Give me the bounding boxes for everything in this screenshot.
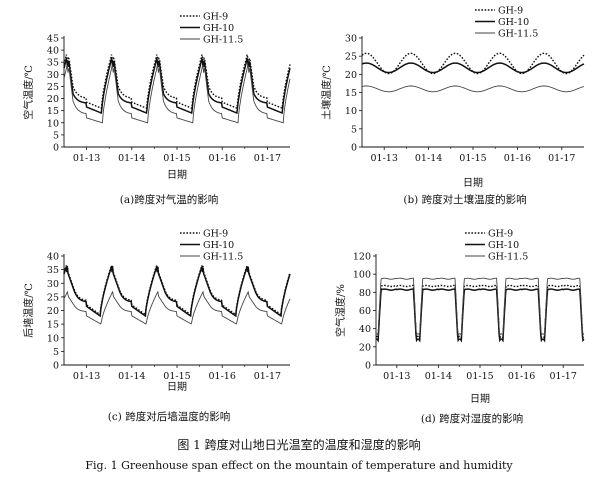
- y-tick-label: 10: [345, 106, 357, 117]
- series-line-gh-11-5: [361, 85, 585, 93]
- y-tick-label: 40: [359, 324, 371, 335]
- x-tick-label: 01-16: [504, 153, 531, 164]
- y-axis-title: 土壤温度/℃: [320, 65, 333, 120]
- figure-caption-chinese: 图 1 跨度对山地日光温室的温度和湿度的影响: [177, 438, 421, 452]
- y-tick-label: 40: [47, 252, 59, 263]
- legend-label: GH-9: [203, 229, 228, 240]
- y-tick-label: 40: [47, 46, 59, 57]
- y-tick-label: 30: [345, 34, 357, 45]
- x-axis-title: 日期: [470, 393, 490, 405]
- y-tick-label: 15: [47, 320, 59, 331]
- x-tick-label: 01-13: [73, 371, 100, 382]
- y-tick-label: 20: [345, 70, 357, 81]
- x-tick-label: 01-16: [508, 371, 535, 382]
- x-axis-title: 日期: [167, 169, 187, 181]
- x-tick-label: 01-15: [163, 153, 190, 164]
- y-tick-label: 0: [53, 143, 59, 154]
- x-tick-label: 01-14: [118, 371, 145, 382]
- chart-panel-b: 0 5 10 15 20 25 30 01-13 01-14 01-15 01-16 01-17 土壤温…: [320, 6, 585, 206]
- x-tick-label: 01-15: [459, 153, 486, 164]
- panel-caption: (b) 跨度对土壤温度的影响: [403, 193, 526, 206]
- series-line-gh-11-5: [63, 65, 291, 124]
- y-tick-label: 20: [359, 342, 371, 353]
- y-tick-label: 30: [47, 279, 59, 290]
- legend-label: GH-10: [498, 17, 529, 28]
- series-line-gh-9: [361, 52, 585, 75]
- legend-label: GH-11.5: [203, 252, 243, 263]
- y-tick-label: 25: [47, 292, 59, 303]
- x-tick-label: 01-13: [383, 371, 410, 382]
- y-tick-label: 25: [47, 82, 59, 93]
- y-tick-label: 20: [47, 306, 59, 317]
- x-tick-label: 01-16: [209, 153, 236, 164]
- legend-label: GH-11.5: [488, 252, 528, 263]
- series-line-gh-10: [63, 266, 291, 318]
- series-line-gh-9: [63, 54, 291, 110]
- y-tick-label: 35: [47, 265, 59, 276]
- y-axis-title: 空气湿度/%: [334, 284, 347, 337]
- x-tick-label: 01-17: [254, 371, 281, 382]
- legend-label: GH-11.5: [203, 35, 243, 46]
- y-tick-label: 0: [53, 361, 59, 372]
- x-tick-label: 01-16: [209, 371, 236, 382]
- y-tick-label: 15: [47, 106, 59, 117]
- y-tick-label: 30: [47, 70, 59, 81]
- y-tick-label: 15: [345, 88, 357, 99]
- y-tick-label: 45: [47, 34, 59, 45]
- legend-label: GH-10: [203, 240, 234, 251]
- x-tick-label: 01-17: [550, 371, 577, 382]
- panel-caption: (c) 跨度对后墙温度的影响: [108, 410, 230, 423]
- x-tick-label: 01-17: [548, 153, 575, 164]
- legend-label: GH-11.5: [498, 29, 538, 40]
- y-tick-label: 0: [365, 361, 371, 372]
- y-axis-title: 空气温度/℃: [22, 65, 35, 120]
- y-tick-label: 35: [47, 58, 59, 69]
- y-axis-title: 后墙温度/℃: [22, 283, 35, 338]
- x-tick-label: 01-17: [254, 153, 281, 164]
- x-axis-title: 日期: [167, 381, 187, 393]
- x-tick-label: 01-13: [73, 153, 100, 164]
- x-tick-label: 01-14: [415, 153, 442, 164]
- series-line-gh-10: [361, 62, 585, 74]
- y-tick-label: 100: [353, 270, 371, 281]
- y-tick-label: 0: [351, 143, 357, 154]
- x-tick-label: 01-14: [425, 371, 452, 382]
- series-line-gh-10: [63, 58, 291, 115]
- series-line-gh-10: [375, 288, 585, 343]
- legend-label: GH-9: [203, 12, 228, 23]
- y-tick-label: 20: [47, 94, 59, 105]
- x-tick-label: 01-15: [466, 371, 493, 382]
- y-tick-label: 5: [53, 347, 59, 358]
- y-tick-label: 25: [345, 52, 357, 63]
- panel-caption: (d) 跨度对湿度的影响: [421, 412, 523, 425]
- y-tick-label: 10: [47, 333, 59, 344]
- chart-panel-c: 0 5 10 15 20 25 30 35 40 01-13 01-14 01-15 01-16 01-1…: [22, 229, 291, 423]
- legend-label: GH-10: [203, 23, 234, 34]
- panel-caption: (a)跨度对气温的影响: [120, 193, 218, 206]
- legend-label: GH-9: [488, 229, 513, 240]
- x-tick-label: 01-15: [163, 371, 190, 382]
- y-tick-label: 80: [359, 288, 371, 299]
- y-tick-label: 60: [359, 306, 371, 317]
- legend-label: GH-10: [488, 240, 519, 251]
- x-axis-title: 日期: [463, 177, 483, 189]
- series-line-gh-11-5: [63, 290, 291, 325]
- y-tick-label: 120: [353, 252, 371, 263]
- legend-label: GH-9: [498, 6, 523, 17]
- x-tick-label: 01-14: [118, 153, 145, 164]
- series-line-gh-11-5: [375, 277, 585, 337]
- y-tick-label: 5: [351, 124, 357, 135]
- y-tick-label: 10: [47, 118, 59, 129]
- y-tick-label: 5: [53, 130, 59, 141]
- x-tick-label: 01-13: [371, 153, 398, 164]
- series-line-gh-9: [375, 284, 585, 340]
- chart-panel-d: 0 20 40 60 80 100 120 01-13 01-14 01-15 01-16 01-17…: [334, 229, 585, 425]
- figure-caption-english: Fig. 1 Greenhouse span effect on the mou…: [85, 459, 513, 472]
